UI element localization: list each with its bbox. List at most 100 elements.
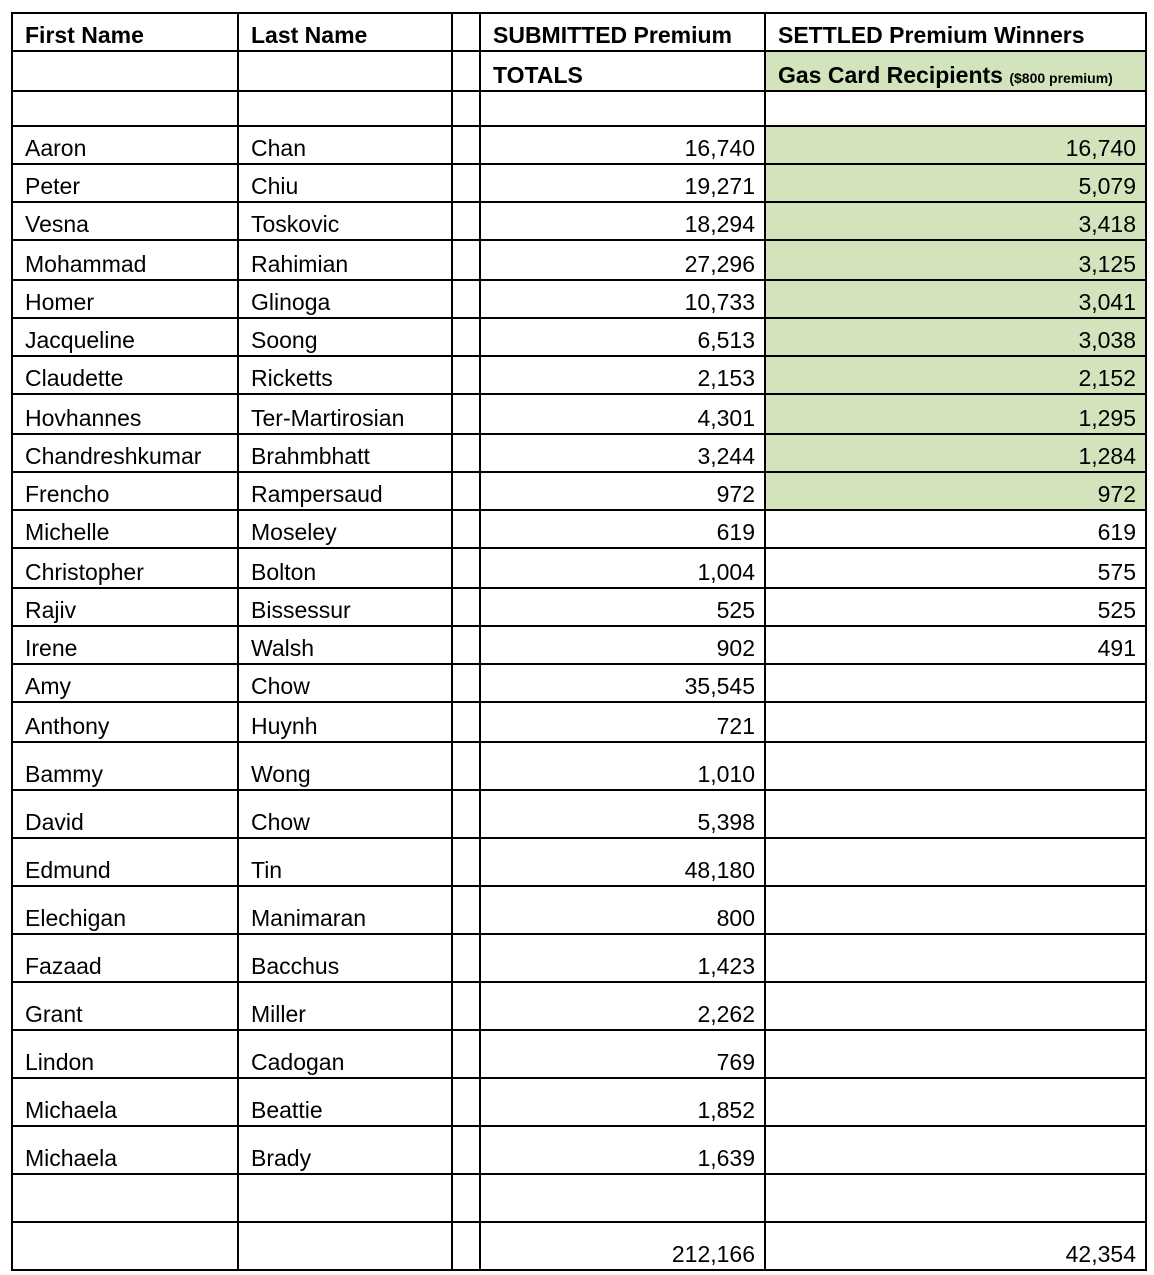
first-name-cell: Mohammad bbox=[11, 239, 239, 281]
table-row: Aaron Chan 16,740 16,740 bbox=[11, 125, 1147, 165]
total-settled-cell: 42,354 bbox=[764, 1221, 1147, 1271]
spacer-cell bbox=[451, 239, 481, 281]
first-name-cell: David bbox=[11, 789, 239, 839]
spacer-cell bbox=[451, 741, 481, 791]
last-name-cell: Glinoga bbox=[237, 279, 453, 319]
submitted-cell: 1,423 bbox=[479, 933, 766, 983]
spacer-cell bbox=[451, 933, 481, 983]
spacer-cell bbox=[451, 471, 481, 511]
last-name-cell: Chiu bbox=[237, 163, 453, 203]
last-name-cell: Bolton bbox=[237, 547, 453, 589]
spacer-cell bbox=[451, 393, 481, 435]
table-row: Frencho Rampersaud 972 972 bbox=[11, 471, 1147, 511]
submitted-cell: 972 bbox=[479, 471, 766, 511]
spacer-cell bbox=[451, 547, 481, 589]
table-row: Michelle Moseley 619 619 bbox=[11, 509, 1147, 549]
settled-cell: 3,125 bbox=[764, 239, 1147, 281]
table-row: Peter Chiu 19,271 5,079 bbox=[11, 163, 1147, 203]
last-name-cell: Brahmbhatt bbox=[237, 433, 453, 473]
spacer-cell bbox=[451, 1077, 481, 1127]
settled-cell bbox=[764, 1077, 1147, 1127]
first-name-cell: Christopher bbox=[11, 547, 239, 589]
submitted-cell: 35,545 bbox=[479, 663, 766, 703]
settled-cell: 619 bbox=[764, 509, 1147, 549]
last-name-cell: Beattie bbox=[237, 1077, 453, 1127]
first-name-cell: Amy bbox=[11, 663, 239, 703]
last-name-cell: Chow bbox=[237, 789, 453, 839]
empty-cell bbox=[237, 90, 453, 127]
table-row: Anthony Huynh 721 bbox=[11, 701, 1147, 743]
table-row: Mohammad Rahimian 27,296 3,125 bbox=[11, 239, 1147, 281]
spacer-cell bbox=[451, 12, 481, 52]
table-row: Hovhannes Ter-Martirosian 4,301 1,295 bbox=[11, 393, 1147, 435]
table-row: Lindon Cadogan 769 bbox=[11, 1029, 1147, 1079]
spacer-cell bbox=[451, 789, 481, 839]
table-row: David Chow 5,398 bbox=[11, 789, 1147, 839]
settled-cell bbox=[764, 1125, 1147, 1175]
total-submitted-cell: 212,166 bbox=[479, 1221, 766, 1271]
spacer-cell bbox=[451, 1029, 481, 1079]
submitted-cell: 48,180 bbox=[479, 837, 766, 887]
empty-cell bbox=[11, 90, 239, 127]
settled-cell: 575 bbox=[764, 547, 1147, 589]
first-name-cell: Michaela bbox=[11, 1077, 239, 1127]
settled-cell bbox=[764, 741, 1147, 791]
first-name-cell: Vesna bbox=[11, 201, 239, 241]
empty-cell bbox=[764, 1173, 1147, 1223]
last-name-cell: Bissessur bbox=[237, 587, 453, 627]
first-name-cell: Irene bbox=[11, 625, 239, 665]
header-last-name: Last Name bbox=[237, 12, 453, 52]
spacer-cell bbox=[451, 837, 481, 887]
spacer-cell bbox=[451, 50, 481, 92]
totals-row: 212,166 42,354 bbox=[11, 1221, 1147, 1271]
first-name-cell: Rajiv bbox=[11, 587, 239, 627]
last-name-cell: Huynh bbox=[237, 701, 453, 743]
spacer-cell bbox=[451, 163, 481, 203]
settled-cell bbox=[764, 789, 1147, 839]
empty-cell bbox=[237, 1173, 453, 1223]
last-name-cell: Tin bbox=[237, 837, 453, 887]
first-name-cell: Grant bbox=[11, 981, 239, 1031]
table-row: Chandreshkumar Brahmbhatt 3,244 1,284 bbox=[11, 433, 1147, 473]
spacer-cell bbox=[451, 701, 481, 743]
table-row: Fazaad Bacchus 1,423 bbox=[11, 933, 1147, 983]
first-name-cell: Lindon bbox=[11, 1029, 239, 1079]
submitted-cell: 19,271 bbox=[479, 163, 766, 203]
header-settled: SETTLED Premium Winners bbox=[764, 12, 1147, 52]
last-name-cell: Soong bbox=[237, 317, 453, 357]
header-row-1: First Name Last Name SUBMITTED Premium S… bbox=[11, 12, 1147, 52]
first-name-cell: Claudette bbox=[11, 355, 239, 395]
settled-cell: 491 bbox=[764, 625, 1147, 665]
settled-cell: 525 bbox=[764, 587, 1147, 627]
empty-cell bbox=[237, 1221, 453, 1271]
settled-cell bbox=[764, 981, 1147, 1031]
settled-cell: 3,041 bbox=[764, 279, 1147, 319]
spacer-cell bbox=[451, 279, 481, 319]
last-name-cell: Ter-Martirosian bbox=[237, 393, 453, 435]
header-gas-card-label: Gas Card Recipients bbox=[778, 62, 1003, 88]
submitted-cell: 27,296 bbox=[479, 239, 766, 281]
submitted-cell: 3,244 bbox=[479, 433, 766, 473]
submitted-cell: 2,153 bbox=[479, 355, 766, 395]
submitted-cell: 902 bbox=[479, 625, 766, 665]
first-name-cell: Hovhannes bbox=[11, 393, 239, 435]
first-name-cell: Michaela bbox=[11, 1125, 239, 1175]
last-name-cell: Cadogan bbox=[237, 1029, 453, 1079]
table-row: Bammy Wong 1,010 bbox=[11, 741, 1147, 791]
last-name-cell: Miller bbox=[237, 981, 453, 1031]
last-name-cell: Toskovic bbox=[237, 201, 453, 241]
settled-cell bbox=[764, 663, 1147, 703]
first-name-cell: Peter bbox=[11, 163, 239, 203]
submitted-cell: 1,852 bbox=[479, 1077, 766, 1127]
spacer-cell bbox=[451, 587, 481, 627]
first-name-cell: Anthony bbox=[11, 701, 239, 743]
submitted-cell: 800 bbox=[479, 885, 766, 935]
last-name-cell: Moseley bbox=[237, 509, 453, 549]
header-submitted-totals: TOTALS bbox=[479, 50, 766, 92]
spacer-cell bbox=[451, 90, 481, 127]
spacer-cell bbox=[451, 433, 481, 473]
last-name-cell: Ricketts bbox=[237, 355, 453, 395]
header-row-2: TOTALS Gas Card Recipients ($800 premium… bbox=[11, 50, 1147, 92]
submitted-cell: 1,010 bbox=[479, 741, 766, 791]
table-body: First Name Last Name SUBMITTED Premium S… bbox=[11, 12, 1147, 1271]
